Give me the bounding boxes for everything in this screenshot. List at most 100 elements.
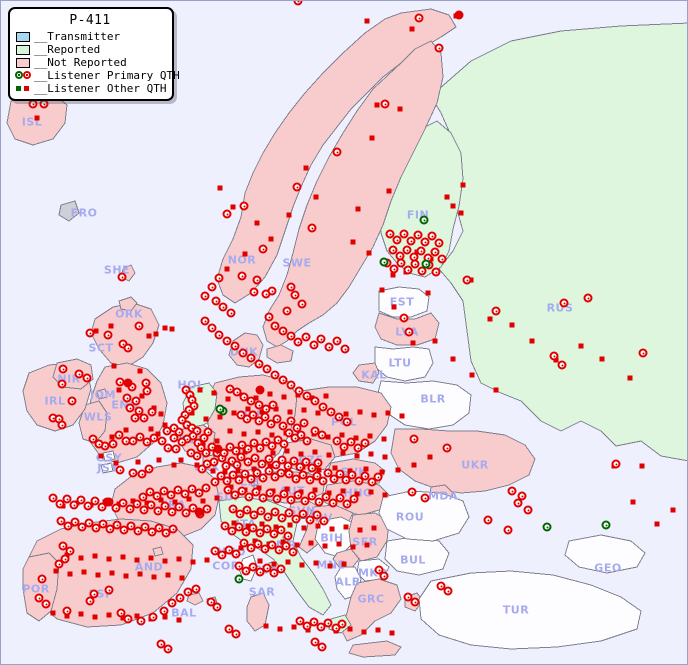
- listener-primary-qth-marker[interactable]: [243, 457, 253, 467]
- listener-primary-qth-marker[interactable]: [246, 543, 256, 553]
- listener-primary-qth-marker[interactable]: [225, 442, 235, 452]
- listener-primary-qth-marker[interactable]: [183, 587, 193, 597]
- listener-primary-qth-marker[interactable]: [136, 616, 146, 626]
- listener-primary-qth-marker[interactable]: [255, 528, 265, 538]
- listener-other-qth-marker[interactable]: [285, 559, 291, 565]
- listener-other-qth-marker[interactable]: [409, 26, 415, 32]
- listener-primary-qth-marker[interactable]: [323, 618, 333, 628]
- listener-primary-qth-marker[interactable]: [340, 344, 350, 354]
- listener-primary-qth-marker[interactable]: [246, 353, 256, 363]
- listener-primary-qth-marker[interactable]: [251, 487, 261, 497]
- listener-other-qth-marker[interactable]: [630, 499, 636, 505]
- listener-other-qth-marker[interactable]: [197, 387, 203, 393]
- listener-other-qth-marker[interactable]: [111, 363, 117, 369]
- listener-other-qth-marker[interactable]: [162, 558, 168, 564]
- listener-primary-qth-marker[interactable]: [58, 541, 68, 551]
- listener-primary-qth-marker[interactable]: [434, 43, 444, 53]
- listener-primary-qth-marker[interactable]: [318, 402, 328, 412]
- listener-primary-qth-marker[interactable]: [321, 492, 331, 502]
- listener-primary-qth-marker[interactable]: [300, 496, 310, 506]
- listener-other-qth-marker[interactable]: [341, 561, 347, 567]
- listener-other-qth-marker[interactable]: [95, 572, 101, 578]
- listener-primary-qth-marker[interactable]: [200, 316, 210, 326]
- listener-primary-qth-marker[interactable]: [181, 508, 191, 518]
- listener-primary-qth-marker[interactable]: [341, 475, 351, 485]
- listener-primary-qth-marker[interactable]: [147, 407, 157, 417]
- listener-other-qth-marker[interactable]: [137, 368, 143, 374]
- listener-other-qth-marker[interactable]: [329, 526, 335, 532]
- listener-primary-qth-marker[interactable]: [231, 549, 241, 559]
- listener-primary-qth-marker[interactable]: [250, 453, 260, 463]
- listener-other-qth-marker[interactable]: [254, 220, 260, 226]
- listener-primary-qth-marker[interactable]: [218, 302, 228, 312]
- listener-primary-qth-marker[interactable]: [291, 474, 301, 484]
- listener-primary-qth-marker[interactable]: [557, 360, 567, 370]
- listener-primary-qth-marker[interactable]: [266, 419, 276, 429]
- listener-primary-qth-marker[interactable]: [104, 585, 114, 595]
- listener-other-qth-marker[interactable]: [64, 613, 70, 619]
- listener-primary-qth-marker[interactable]: [249, 287, 259, 297]
- listener-primary-qth-marker[interactable]: [503, 525, 513, 535]
- listener-other-qth-marker[interactable]: [627, 375, 633, 381]
- listener-primary-qth-marker[interactable]: [342, 499, 352, 509]
- listener-primary-qth-marker[interactable]: [202, 504, 212, 514]
- listener-primary-qth-marker[interactable]: [388, 245, 398, 255]
- listener-primary-qth-marker[interactable]: [302, 391, 312, 401]
- listener-primary-qth-marker[interactable]: [267, 540, 277, 550]
- listener-other-qth-marker[interactable]: [291, 624, 297, 630]
- listener-other-qth-marker[interactable]: [354, 453, 360, 459]
- listener-primary-qth-marker-green[interactable]: [542, 522, 552, 532]
- listener-primary-qth-marker[interactable]: [262, 524, 272, 534]
- listener-primary-qth-marker[interactable]: [260, 544, 270, 554]
- listener-primary-qth-marker[interactable]: [310, 637, 320, 647]
- listener-primary-qth-marker[interactable]: [128, 468, 138, 478]
- listener-primary-qth-marker[interactable]: [420, 493, 430, 503]
- listener-primary-qth-marker[interactable]: [202, 459, 212, 469]
- listener-primary-qth-marker[interactable]: [90, 496, 100, 506]
- listener-primary-qth-marker[interactable]: [89, 589, 99, 599]
- listener-primary-qth-marker[interactable]: [292, 182, 302, 192]
- listener-primary-qth-marker[interactable]: [270, 507, 280, 517]
- listener-primary-qth-marker[interactable]: [583, 293, 593, 303]
- listener-primary-qth-marker[interactable]: [105, 524, 115, 534]
- listener-primary-qth-marker[interactable]: [263, 512, 273, 522]
- listener-primary-qth-marker[interactable]: [278, 375, 288, 385]
- listener-primary-qth-marker[interactable]: [409, 434, 419, 444]
- listener-primary-qth-marker[interactable]: [442, 443, 452, 453]
- listener-primary-qth-marker[interactable]: [317, 642, 327, 652]
- listener-other-qth-marker[interactable]: [263, 623, 269, 629]
- listener-primary-qth-marker[interactable]: [257, 459, 267, 469]
- listener-primary-qth-marker[interactable]: [152, 491, 162, 501]
- listener-primary-qth-marker[interactable]: [267, 286, 277, 296]
- listener-primary-qth-marker[interactable]: [317, 430, 327, 440]
- listener-primary-qth-marker[interactable]: [191, 584, 201, 594]
- listener-primary-qth-marker[interactable]: [249, 438, 259, 448]
- listener-other-qth-marker[interactable]: [139, 393, 145, 399]
- listener-primary-qth-marker[interactable]: [334, 412, 344, 422]
- listener-other-qth-marker[interactable]: [178, 457, 184, 463]
- listener-primary-qth-marker[interactable]: [298, 509, 308, 519]
- listener-other-qth-marker[interactable]: [599, 356, 605, 362]
- listener-other-qth-marker[interactable]: [50, 610, 56, 616]
- listener-primary-qth-marker-green[interactable]: [379, 257, 389, 267]
- listener-other-qth-marker[interactable]: [78, 611, 84, 617]
- listener-primary-qth-marker[interactable]: [284, 428, 294, 438]
- listener-primary-qth-marker[interactable]: [437, 254, 447, 264]
- listener-other-qth-marker[interactable]: [493, 387, 499, 393]
- listener-primary-qth-marker[interactable]: [276, 525, 286, 535]
- listener-other-qth-marker[interactable]: [210, 468, 216, 474]
- listener-other-qth-marker[interactable]: [92, 614, 98, 620]
- listener-primary-qth-marker[interactable]: [399, 313, 409, 323]
- listener-other-qth-marker[interactable]: [382, 492, 388, 498]
- listener-primary-qth-marker[interactable]: [210, 546, 220, 556]
- listener-other-qth-marker[interactable]: [162, 325, 168, 331]
- listener-primary-qth-marker[interactable]: [507, 486, 517, 496]
- listener-primary-qth-marker[interactable]: [416, 246, 426, 256]
- listener-primary-qth-marker[interactable]: [128, 436, 138, 446]
- listener-primary-qth-marker[interactable]: [360, 438, 370, 448]
- listener-primary-qth-marker[interactable]: [326, 407, 336, 417]
- listener-primary-qth-marker[interactable]: [295, 616, 305, 626]
- listener-other-qth-marker[interactable]: [294, 542, 300, 548]
- listener-primary-qth-marker[interactable]: [430, 247, 440, 257]
- listener-primary-qth-marker[interactable]: [420, 237, 430, 247]
